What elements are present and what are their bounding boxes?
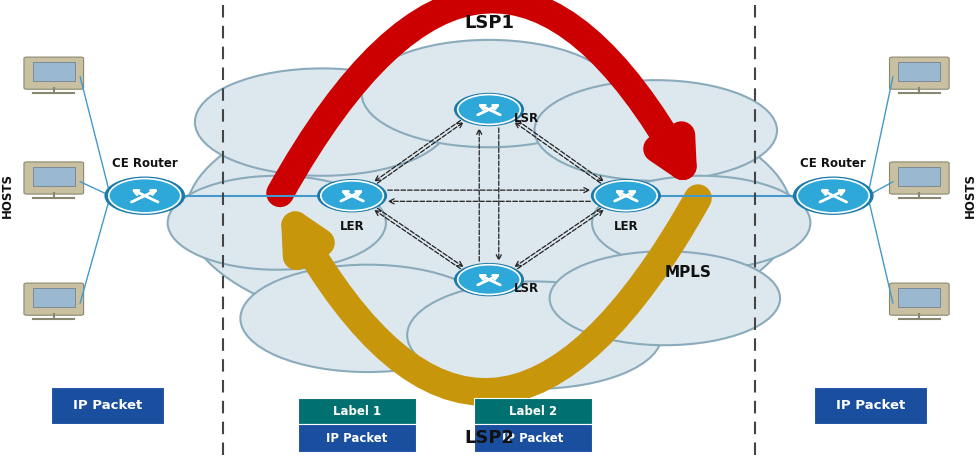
Ellipse shape (186, 89, 791, 340)
Bar (898, 167, 939, 186)
Circle shape (792, 177, 872, 215)
Text: IP Packet: IP Packet (502, 432, 563, 445)
Ellipse shape (361, 40, 616, 147)
FancyBboxPatch shape (889, 283, 948, 315)
Circle shape (590, 179, 660, 212)
Circle shape (594, 181, 657, 211)
Ellipse shape (533, 80, 776, 181)
Circle shape (453, 93, 524, 126)
Bar (474, 398, 591, 424)
Text: LSP1: LSP1 (463, 14, 514, 32)
Ellipse shape (194, 69, 449, 176)
Circle shape (317, 179, 387, 212)
Circle shape (453, 263, 524, 296)
Circle shape (796, 178, 869, 213)
Text: HOSTS: HOSTS (962, 173, 976, 218)
Bar (33, 288, 74, 307)
FancyBboxPatch shape (889, 57, 948, 89)
Circle shape (457, 265, 520, 295)
Text: MPLS: MPLS (664, 265, 711, 280)
Bar (298, 398, 415, 424)
Text: IP Packet: IP Packet (73, 399, 142, 412)
Text: CE Router: CE Router (111, 157, 178, 170)
FancyBboxPatch shape (889, 162, 948, 194)
Bar (33, 167, 74, 186)
FancyBboxPatch shape (23, 162, 83, 194)
Text: LSP2: LSP2 (463, 429, 514, 447)
Circle shape (108, 178, 181, 213)
Bar (33, 62, 74, 81)
Circle shape (457, 95, 520, 124)
FancyBboxPatch shape (23, 283, 83, 315)
Text: LER: LER (613, 220, 638, 233)
Bar (474, 424, 591, 452)
Ellipse shape (167, 176, 386, 270)
Bar (51, 387, 164, 424)
Ellipse shape (406, 281, 661, 389)
Bar (898, 288, 939, 307)
Text: HOSTS: HOSTS (1, 173, 15, 218)
Text: LSR: LSR (513, 112, 538, 125)
Ellipse shape (549, 251, 780, 345)
Text: Label 2: Label 2 (508, 405, 557, 418)
Bar (298, 424, 415, 452)
Ellipse shape (591, 176, 810, 270)
Text: LSR: LSR (513, 282, 538, 295)
Text: Label 1: Label 1 (332, 405, 381, 418)
Bar (898, 62, 939, 81)
Bar (813, 387, 926, 424)
Circle shape (105, 177, 185, 215)
Text: CE Router: CE Router (799, 157, 866, 170)
Text: IP Packet: IP Packet (835, 399, 904, 412)
FancyBboxPatch shape (23, 57, 83, 89)
Text: LER: LER (339, 220, 364, 233)
Ellipse shape (240, 265, 494, 372)
Circle shape (320, 181, 383, 211)
Text: IP Packet: IP Packet (326, 432, 387, 445)
